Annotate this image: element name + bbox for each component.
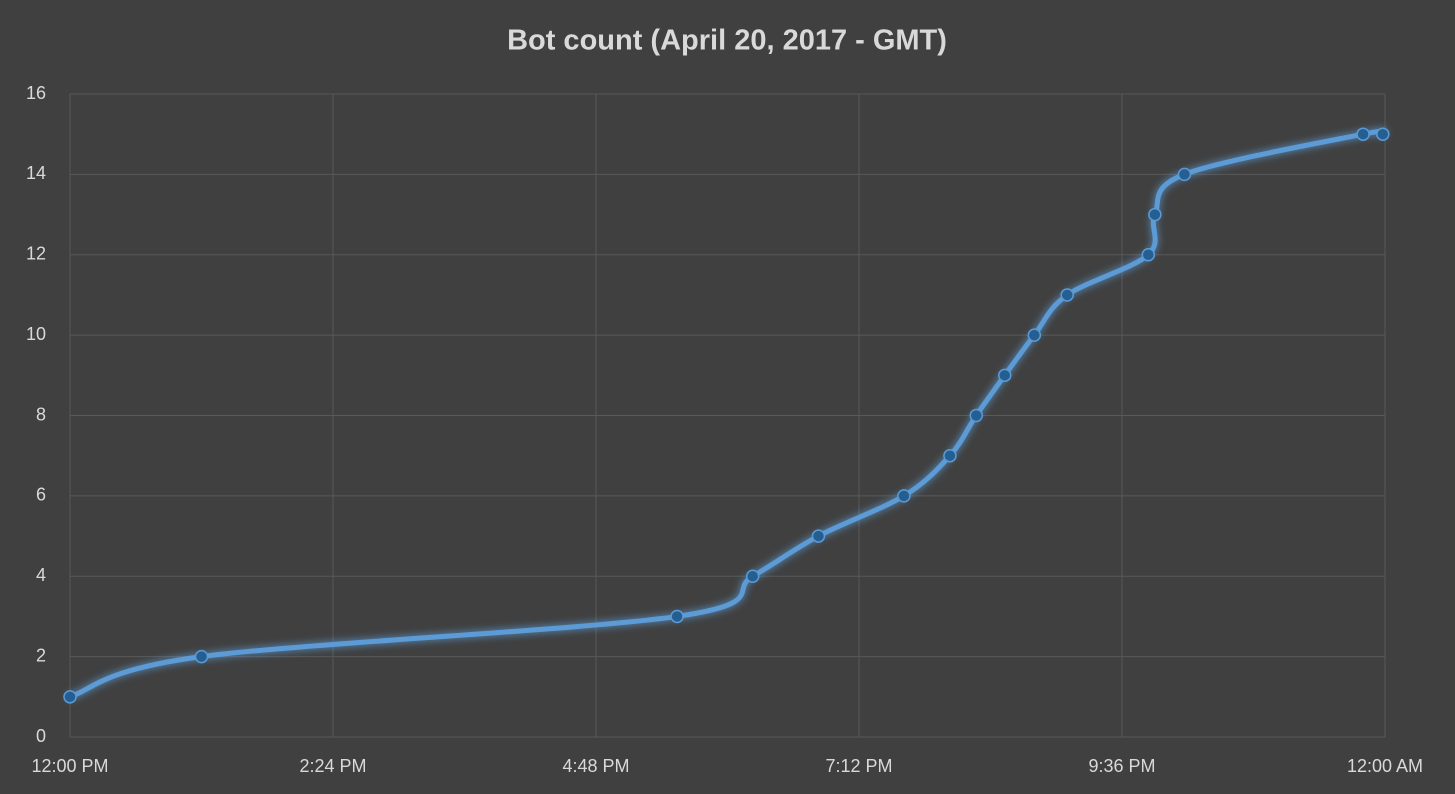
data-point — [811, 529, 826, 543]
x-tick-label: 2:24 PM — [299, 756, 366, 776]
data-point — [1148, 207, 1162, 222]
y-tick-label: 2 — [36, 645, 46, 665]
chart-title: Bot count (April 20, 2017 - GMT) — [507, 25, 947, 57]
x-tick-label: 12:00 PM — [31, 756, 108, 776]
data-point — [1356, 127, 1370, 141]
data-line — [67, 128, 1387, 700]
data-point — [897, 489, 911, 503]
y-tick-label: 14 — [26, 163, 46, 183]
y-tick-label: 6 — [36, 485, 46, 505]
x-tick-label: 7:12 PM — [825, 756, 892, 776]
y-tick-label: 10 — [26, 324, 46, 344]
y-tick-label: 4 — [36, 565, 46, 585]
data-point — [1141, 248, 1156, 262]
x-tick-label: 9:36 PM — [1088, 756, 1155, 776]
data-point — [969, 408, 984, 423]
data-point — [194, 649, 209, 664]
data-point — [745, 569, 760, 583]
data-point — [1027, 328, 1042, 342]
data-point — [1060, 288, 1074, 302]
y-tick-label: 12 — [26, 244, 46, 264]
x-tick-label: 12:00 AM — [1347, 756, 1423, 776]
x-tick-label: 4:48 PM — [562, 756, 629, 776]
data-point — [943, 448, 957, 463]
data-point — [63, 690, 77, 704]
y-tick-label: 8 — [36, 404, 46, 424]
y-tick-label: 0 — [36, 726, 46, 746]
y-tick-label: 16 — [26, 83, 46, 103]
data-point — [670, 609, 684, 624]
data-point — [1177, 167, 1192, 182]
data-point — [1376, 127, 1390, 141]
data-point — [997, 368, 1012, 383]
